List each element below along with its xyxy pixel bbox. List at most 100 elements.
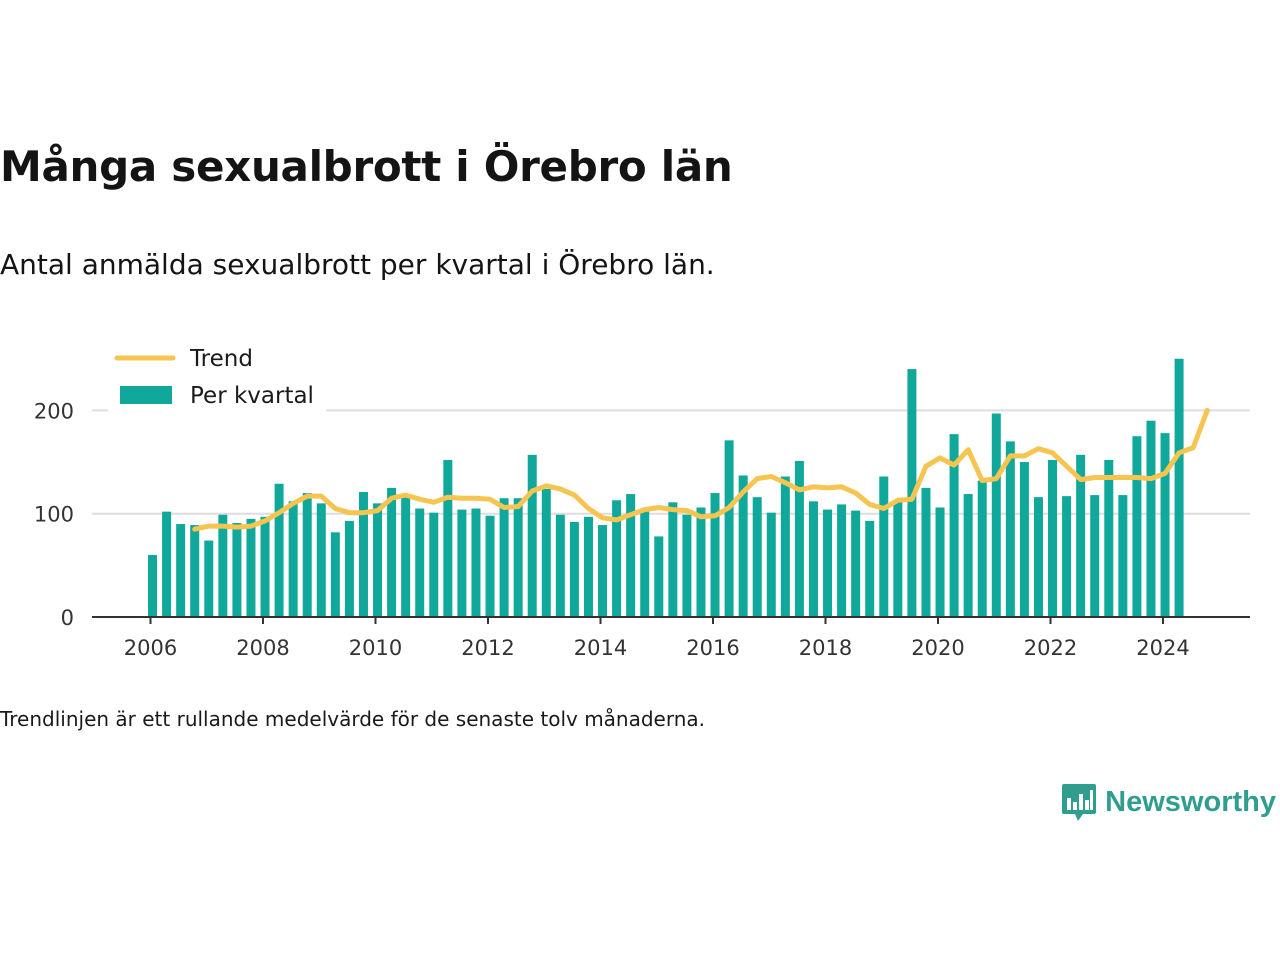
legend-bar-swatch <box>120 386 172 404</box>
bar <box>274 483 284 617</box>
bar <box>1076 454 1086 617</box>
bar <box>583 516 593 617</box>
x-tick-label: 2018 <box>799 636 852 660</box>
bar <box>443 459 453 617</box>
bar <box>1090 495 1100 617</box>
chart-subtitle: Antal anmälda sexualbrott per kvartal i … <box>0 248 715 281</box>
bar <box>1019 462 1029 617</box>
bar <box>1174 358 1184 617</box>
y-tick-label: 0 <box>61 606 74 630</box>
bar <box>865 520 875 617</box>
bar <box>246 518 256 617</box>
bar <box>1005 441 1015 617</box>
bar <box>541 488 551 617</box>
bar <box>1048 459 1058 617</box>
bar <box>401 497 411 617</box>
bar <box>485 515 495 617</box>
legend-bar-label: Per kvartal <box>190 383 314 409</box>
bar <box>387 487 397 617</box>
bar-series <box>148 358 1184 617</box>
chart-title: Många sexualbrott i Örebro län <box>0 142 733 191</box>
bar <box>780 476 790 617</box>
bar <box>457 509 467 617</box>
x-tick-label: 2022 <box>1024 636 1077 660</box>
bar <box>471 508 481 617</box>
y-tick-label: 200 <box>34 399 74 423</box>
bar <box>710 493 720 617</box>
bar <box>851 510 861 617</box>
x-tick-label: 2012 <box>461 636 514 660</box>
bar <box>837 504 847 617</box>
bar <box>612 500 622 617</box>
bar <box>963 494 973 617</box>
x-tick-label: 2014 <box>574 636 627 660</box>
footnote: Trendlinjen är ett rullande medelvärde f… <box>0 707 706 731</box>
brand-logo[interactable]: Newsworthy <box>1061 782 1276 822</box>
bar <box>1146 420 1156 617</box>
y-tick-label: 100 <box>34 503 74 527</box>
bar <box>429 512 439 617</box>
bar <box>724 440 734 617</box>
bar <box>330 532 340 617</box>
bar <box>879 476 889 617</box>
bar <box>752 497 762 617</box>
bar <box>640 509 650 617</box>
bar <box>148 555 158 617</box>
bar <box>1160 433 1170 617</box>
legend: Trend Per kvartal <box>108 340 326 414</box>
x-tick-label: 2010 <box>349 636 402 660</box>
trend-line <box>192 407 1210 532</box>
x-tick-label: 2016 <box>686 636 739 660</box>
bar <box>190 525 200 617</box>
bar <box>569 521 579 617</box>
bar <box>949 434 959 617</box>
bar <box>893 502 903 617</box>
bar <box>991 413 1001 617</box>
bar <box>373 503 383 617</box>
bar <box>260 516 270 617</box>
y-axis-labels: 0 100 200 <box>34 399 74 630</box>
x-axis: 2006 2008 2010 2012 2014 2016 2018 2020 2022 2024 <box>92 616 1250 660</box>
bar <box>1118 495 1128 617</box>
bar <box>1033 497 1043 617</box>
bar <box>316 503 326 617</box>
bar <box>935 507 945 617</box>
bar <box>1104 459 1114 617</box>
bar <box>358 492 368 617</box>
bar <box>738 475 748 617</box>
x-tick-label: 2006 <box>124 636 177 660</box>
bar <box>794 461 804 617</box>
x-tick-label: 2024 <box>1136 636 1189 660</box>
bar <box>626 494 636 617</box>
bar <box>415 508 425 617</box>
bar <box>555 514 565 617</box>
bar <box>232 522 242 617</box>
bar <box>513 498 523 617</box>
bar <box>921 487 931 617</box>
bar <box>823 509 833 617</box>
x-tick-label: 2008 <box>236 636 289 660</box>
x-tick-label: 2020 <box>911 636 964 660</box>
bar <box>668 502 678 617</box>
bar <box>766 512 776 617</box>
bar <box>527 454 537 617</box>
bar <box>162 511 172 617</box>
trend-series <box>192 407 1210 532</box>
bar <box>696 507 706 617</box>
bar <box>204 540 214 617</box>
legend-trend-label: Trend <box>189 346 253 372</box>
bar <box>654 536 664 617</box>
bar <box>1062 496 1072 617</box>
bar <box>808 501 818 617</box>
bar <box>1132 436 1142 617</box>
bar <box>977 480 987 617</box>
bar <box>499 498 509 617</box>
bar <box>682 514 692 617</box>
bar <box>176 524 186 617</box>
bar <box>598 525 608 617</box>
bar <box>302 493 312 617</box>
bar <box>344 520 354 617</box>
bar <box>218 514 228 617</box>
chart: 2006 2008 2010 2012 2014 2016 2018 2020 2022 2024… <box>34 340 1250 660</box>
newsworthy-logo-icon <box>1062 784 1097 821</box>
